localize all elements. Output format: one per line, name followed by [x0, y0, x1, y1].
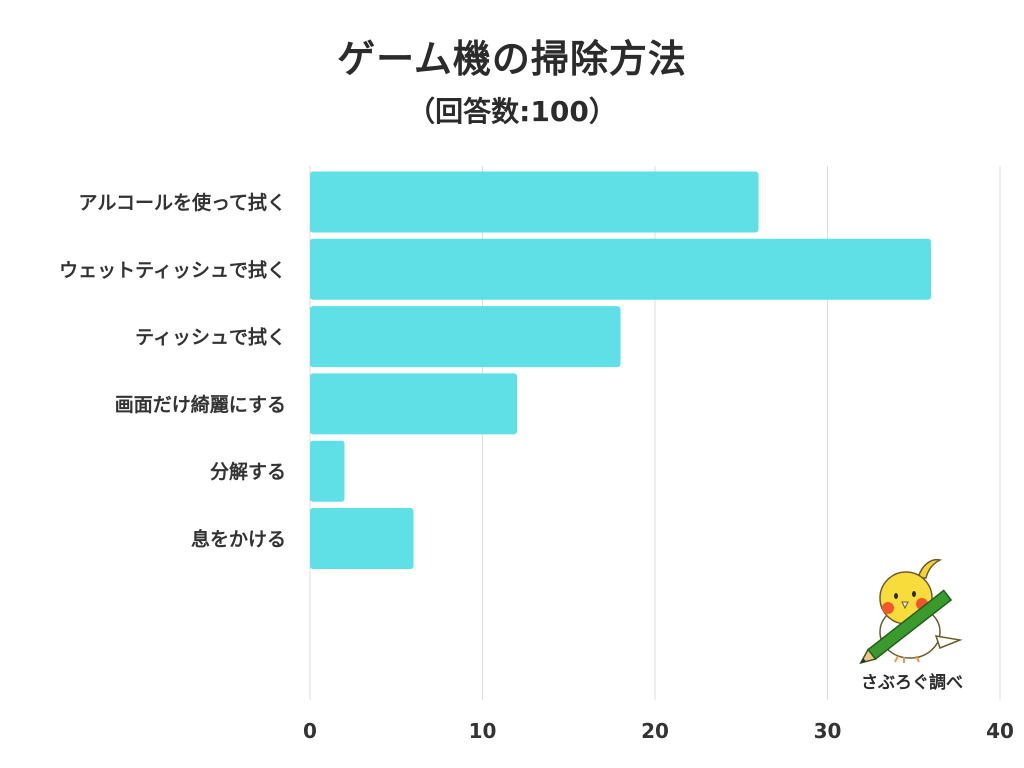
chart-title: ゲーム機の掃除方法 — [337, 37, 687, 81]
bar — [310, 238, 931, 300]
x-tick-label: 40 — [986, 719, 1014, 743]
x-tick-label: 10 — [469, 719, 497, 743]
bar — [310, 440, 345, 502]
source-credit: さぶろぐ調べ — [861, 673, 963, 693]
cockatiel-with-pencil-icon — [859, 558, 963, 665]
category-label: 画面だけ綺麗にする — [115, 393, 286, 416]
category-label: ウェットティッシュで拭く — [59, 258, 286, 281]
category-label: アルコールを使って拭く — [79, 191, 286, 214]
category-label: 分解する — [210, 460, 286, 483]
chart-subtitle: （回答数:100） — [407, 95, 617, 128]
x-tick-label: 0 — [303, 719, 317, 743]
bar — [310, 306, 621, 368]
bar — [310, 171, 759, 233]
category-label: 息をかける — [191, 528, 286, 551]
bar — [310, 508, 414, 569]
x-tick-label: 20 — [641, 719, 669, 743]
bar — [310, 373, 517, 435]
x-tick-label: 30 — [814, 719, 842, 743]
category-label: ティッシュで拭く — [135, 326, 286, 349]
